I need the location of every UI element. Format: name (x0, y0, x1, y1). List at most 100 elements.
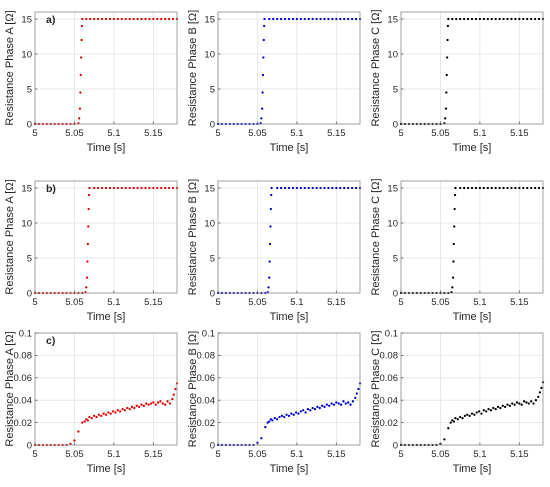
data-point (261, 107, 264, 110)
x-axis-label: Time [s] (87, 311, 126, 323)
data-point (137, 405, 141, 409)
x-tick-label: 5.15 (510, 297, 529, 308)
data-point (446, 56, 449, 59)
data-point (128, 17, 131, 21)
data-point (538, 391, 541, 394)
data-point (482, 17, 485, 21)
data-point (270, 193, 273, 197)
data-point (154, 403, 157, 406)
data-point (332, 403, 336, 406)
data-point (152, 17, 155, 21)
y-tick-label: 0.08 (380, 351, 399, 362)
data-point (287, 17, 291, 21)
data-point (447, 427, 450, 430)
data-point (522, 400, 526, 403)
data-point (462, 186, 466, 190)
plot-area (401, 181, 543, 293)
y-tick-label: 15 (204, 14, 215, 25)
data-point (303, 186, 306, 190)
data-point (124, 186, 127, 190)
data-point (510, 186, 513, 190)
x-tick-label: 5.15 (144, 128, 163, 139)
data-point (299, 186, 302, 190)
data-series (216, 382, 362, 447)
data-point (148, 186, 151, 190)
x-tick-label: 5.05 (248, 128, 267, 139)
x-tick-label: 5.05 (431, 128, 450, 139)
y-tick-label: 0 (210, 288, 215, 299)
data-point (120, 186, 123, 190)
data-point (140, 186, 143, 190)
data-point (526, 17, 529, 21)
data-point (164, 186, 167, 190)
x-tick-label: 5.15 (144, 449, 163, 460)
data-point (262, 56, 265, 59)
data-point (87, 225, 90, 228)
data-point (88, 415, 91, 419)
data-series (216, 17, 362, 126)
data-point (168, 402, 172, 405)
data-point (473, 413, 476, 416)
data-point (292, 413, 295, 416)
data-series (33, 17, 179, 126)
data-point (128, 186, 131, 190)
plot-area (35, 181, 177, 293)
y-tick-label: 15 (21, 14, 32, 25)
data-point (498, 186, 501, 190)
y-tick-label: 5 (27, 84, 32, 95)
data-point (279, 186, 283, 190)
data-point (167, 17, 171, 21)
data-point (119, 410, 122, 413)
y-tick-label: 10 (204, 49, 215, 60)
data-point (287, 414, 291, 418)
plot-area (35, 12, 177, 124)
y-axis-label: Resistance Phase A [Ω] (4, 331, 16, 446)
data-point (142, 404, 146, 407)
data-point (112, 186, 116, 190)
plot-area (401, 12, 543, 124)
data-point (126, 406, 129, 410)
data-point (283, 17, 287, 21)
x-tick-label: 5.05 (65, 297, 84, 308)
data-point (148, 17, 151, 21)
data-point (144, 17, 147, 21)
x-tick-label: 5.05 (431, 449, 450, 460)
data-point (285, 413, 288, 416)
data-point (487, 408, 490, 411)
panel-8: 5 5.05 5.1 5.15 0 0.02 0.04 0.06 0.08 0.1 Time [s]… (187, 328, 362, 475)
y-tick-label: 0 (27, 440, 32, 451)
data-point (335, 17, 338, 21)
data-point (73, 439, 76, 442)
data-point (128, 408, 131, 411)
data-point (149, 402, 153, 405)
data-point (461, 416, 464, 420)
data-point (270, 186, 273, 190)
data-point (267, 286, 270, 289)
data-point (171, 186, 175, 190)
x-tick-label: 5.15 (510, 449, 529, 460)
data-point (339, 186, 342, 190)
data-point (530, 17, 533, 21)
data-point (132, 17, 135, 21)
data-point (78, 107, 82, 110)
data-point (319, 186, 322, 190)
data-point (160, 17, 163, 21)
data-point (111, 410, 115, 413)
data-point (510, 17, 513, 21)
x-tick-label: 5 (32, 297, 37, 308)
data-point (136, 17, 139, 21)
data-point (354, 17, 358, 21)
data-point (518, 402, 521, 405)
data-point (527, 402, 530, 405)
y-axis-label: Resistance Phase A [Ω] (4, 179, 16, 294)
data-point (347, 186, 350, 190)
data-point (306, 408, 310, 411)
data-point (537, 186, 541, 190)
data-point (116, 409, 119, 412)
data-point (171, 397, 174, 401)
data-point (86, 260, 89, 263)
data-point (501, 404, 504, 407)
y-tick-label: 0.06 (380, 373, 399, 384)
